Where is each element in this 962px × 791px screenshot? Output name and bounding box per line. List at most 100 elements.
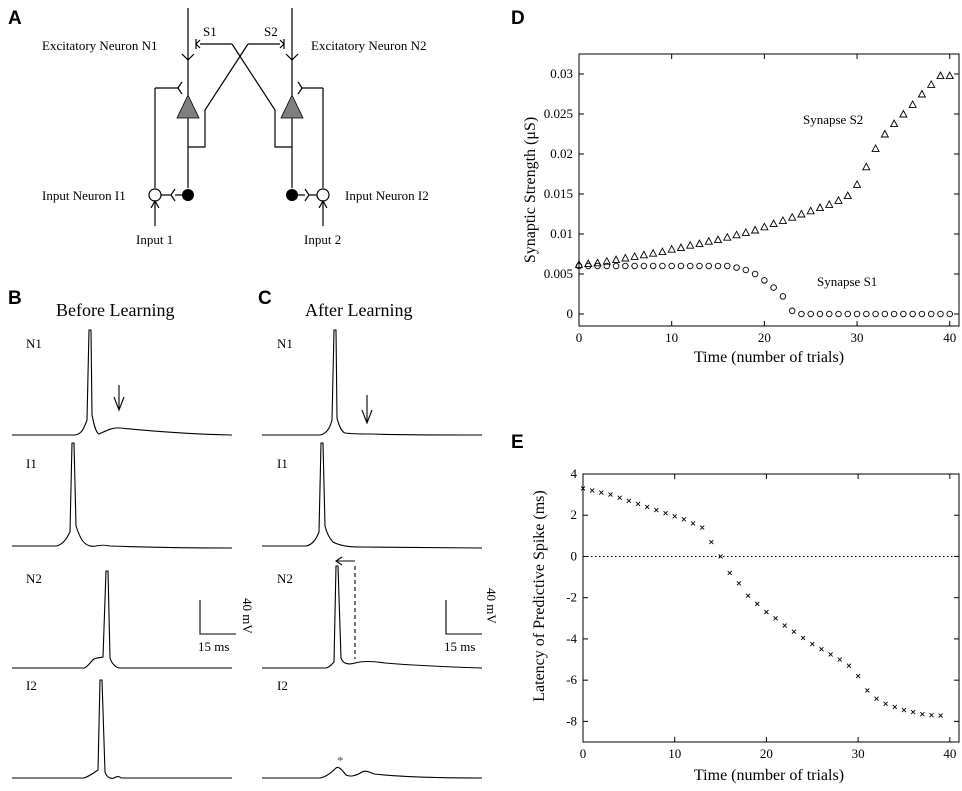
- y-tick-label: 0: [571, 548, 578, 563]
- scale-bar-c: [445, 600, 482, 635]
- data-point-s1: [733, 264, 740, 271]
- trace-b-i2: [12, 679, 232, 779]
- y-tick-label: -6: [566, 672, 577, 687]
- inhibitory-neuron-1: [182, 189, 194, 201]
- data-point-s1: [649, 262, 657, 270]
- x-tick-label: 20: [760, 746, 773, 761]
- data-point-s2: [639, 250, 649, 259]
- y-tick-label: -2: [566, 590, 577, 605]
- panel-c-label: C: [258, 288, 272, 309]
- label-s1: S1: [203, 24, 217, 39]
- panel-b-traces: B Before Learning N1 I1 N2 I2 40 mV 15 m…: [8, 288, 255, 779]
- s2-synapse-fork: [279, 39, 285, 49]
- data-point-s1: [890, 310, 898, 318]
- data-point-s1: [696, 262, 703, 270]
- annotation-synapse-s2: Synapse S2: [803, 112, 863, 127]
- input-neuron-i1: [148, 188, 162, 202]
- data-point-s1: [918, 310, 926, 318]
- data-point-s1: [816, 310, 824, 318]
- data-point-s2: [945, 71, 954, 80]
- data-point-s2: [880, 129, 890, 138]
- data-point-s1: [761, 277, 768, 284]
- n1-soma-triangle: [176, 94, 200, 119]
- data-point-latency: [736, 580, 742, 586]
- panel-d-xlabel: Time (number of trials): [694, 349, 844, 366]
- data-point-latency: [773, 615, 778, 621]
- data-point-s1: [863, 310, 870, 318]
- data-point-latency: [718, 554, 723, 559]
- data-point-s2: [713, 235, 723, 244]
- x-tick-label: 30: [851, 330, 864, 345]
- i2-to-n2-synapse: [297, 81, 303, 95]
- label-input-neuron-i1: Input Neuron I1: [42, 188, 126, 203]
- arrow-c-n1: [361, 395, 373, 425]
- data-point-latency: [608, 492, 613, 497]
- y-tick-label: -4: [566, 631, 577, 646]
- y-tick-label: 0.005: [544, 266, 573, 281]
- data-point-s2: [815, 203, 825, 212]
- data-point-latency: [654, 507, 659, 513]
- y-tick-label: 0: [567, 306, 574, 321]
- data-point-s1: [798, 310, 805, 318]
- data-point-s2: [685, 240, 695, 249]
- i1-inhibitory-synapse: [170, 188, 176, 202]
- data-point-s1: [872, 310, 879, 318]
- annotation-synapse-s1: Synapse S1: [817, 274, 877, 289]
- data-point-s2: [778, 215, 788, 224]
- data-point-s2: [732, 230, 741, 239]
- data-point-latency: [709, 539, 714, 545]
- asterisk-c-i2: *: [337, 753, 344, 768]
- data-point-s1: [677, 262, 685, 270]
- data-point-s1: [631, 262, 638, 270]
- data-point-latency: [800, 635, 806, 641]
- data-point-s1: [705, 262, 713, 270]
- y-tick-label: 0.01: [550, 226, 573, 241]
- data-point-s2: [750, 225, 760, 234]
- x-tick-label: 0: [580, 746, 587, 761]
- data-point-s1: [909, 310, 916, 318]
- data-point-s1: [714, 262, 722, 270]
- panel-d-ylabel: Synaptic Strength (μS): [522, 117, 539, 263]
- n2-synapse-fork: [285, 53, 299, 61]
- data-point-latency: [626, 498, 632, 504]
- trace-label-i2: I2: [26, 678, 37, 693]
- data-point-latency: [754, 601, 760, 607]
- data-point-latency: [828, 652, 833, 657]
- data-point-s1: [742, 266, 750, 274]
- data-point-s2: [704, 236, 714, 245]
- data-point-latency: [791, 629, 797, 635]
- data-point-s2: [834, 195, 843, 204]
- arrow-b-n1-depolarization: [113, 385, 125, 412]
- data-point-s2: [602, 256, 612, 265]
- panel-c-traces: C After Learning N1 I1 N2 I2 * 40 mV 15 …: [258, 288, 499, 779]
- y-tick-label: 2: [571, 507, 578, 522]
- input-2-arrow-head: [318, 199, 328, 209]
- data-point-s1: [844, 310, 852, 318]
- data-point-s2: [769, 219, 778, 228]
- data-point-latency: [745, 593, 751, 598]
- trace-c-n2: [262, 565, 483, 669]
- data-point-s2: [797, 209, 806, 218]
- data-point-s2: [852, 179, 862, 188]
- data-point-s2: [926, 79, 936, 88]
- panel-b-label: B: [8, 288, 22, 309]
- panel-e-ylabel: Latency of Predictive Spike (ms): [531, 490, 548, 702]
- label-input-2: Input 2: [304, 232, 341, 247]
- data-point-s1: [668, 262, 675, 270]
- data-point-latency: [580, 486, 586, 491]
- trace-label-n1: N1: [277, 336, 293, 351]
- scale-c-time: 15 ms: [444, 639, 475, 654]
- panel-d-chart: D Synaptic Strength (μS) Time (number of…: [511, 8, 960, 366]
- data-point-latency: [617, 495, 623, 501]
- y-tick-label: 0.015: [544, 186, 573, 201]
- trace-label-i1: I1: [26, 456, 37, 471]
- data-point-latency: [892, 704, 898, 710]
- trace-c-i2: [262, 766, 483, 779]
- panel-a-circuit-diagram: A: [8, 8, 429, 247]
- y-tick-label: -8: [566, 713, 577, 728]
- data-point-s1: [724, 262, 731, 270]
- panel-b-title: Before Learning: [56, 300, 174, 320]
- trace-label-n2: N2: [277, 571, 293, 586]
- panel-d-label: D: [511, 8, 525, 29]
